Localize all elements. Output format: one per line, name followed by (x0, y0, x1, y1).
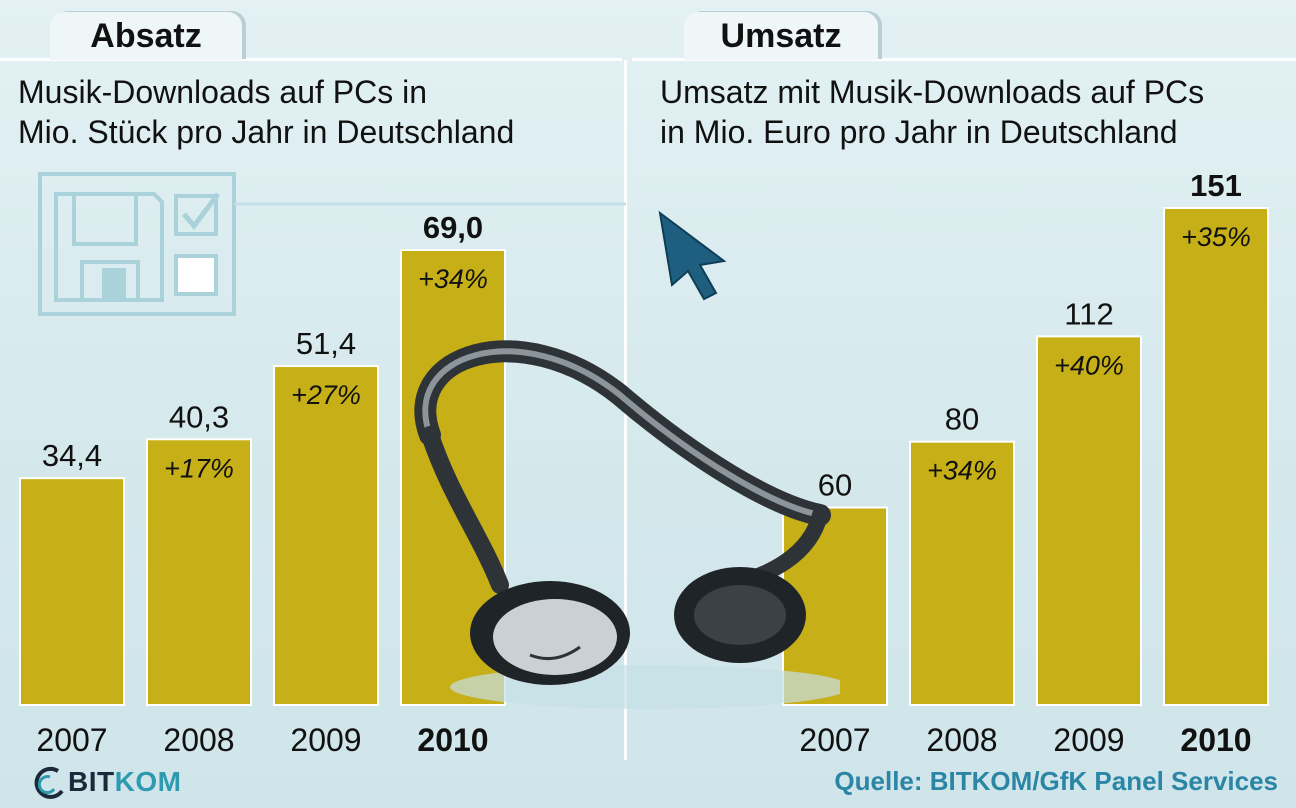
umsatz-bar-2008 (909, 440, 1015, 706)
umsatz-subtitle-line-2: in Mio. Euro pro Jahr in Deutschland (660, 114, 1178, 150)
absatz-year-label-2009: 2009 (290, 722, 361, 758)
umsatz-bar-2010 (1163, 207, 1269, 706)
absatz-change-label-2009: +27% (291, 380, 361, 410)
umsatz-value-label-2010: 151 (1190, 168, 1242, 203)
absatz-change-label-2008: +17% (164, 453, 234, 483)
absatz-panel (0, 58, 622, 761)
umsatz-panel (632, 58, 1296, 761)
umsatz-subtitle: Umsatz mit Musik-Downloads auf PCs in Mi… (660, 72, 1280, 152)
absatz-year-label-2007: 2007 (36, 722, 107, 758)
umsatz-year-label-2010: 2010 (1180, 722, 1251, 758)
umsatz-bar-2009 (1036, 335, 1142, 707)
tab-umsatz: Umsatz (684, 12, 878, 60)
absatz-bar-chart: 34,4 2007 40,3 +17% 2008 51,4 +27% 2009 69,0 +34%… (19, 210, 506, 758)
umsatz-year-label-2008: 2008 (926, 722, 997, 758)
absatz-year-label-2008: 2008 (163, 722, 234, 758)
umsatz-year-label-2007: 2007 (799, 722, 870, 758)
tab-absatz: Absatz (50, 12, 242, 60)
cursor-arrow-icon (658, 210, 727, 301)
absatz-change-label-2010: +34% (418, 264, 488, 294)
umsatz-change-label-2009: +40% (1054, 350, 1124, 380)
umsatz-change-label-2010: +35% (1181, 222, 1251, 252)
absatz-value-label-2008: 40,3 (169, 399, 229, 434)
absatz-bar-2009 (273, 365, 379, 706)
absatz-value-label-2007: 34,4 (42, 438, 102, 473)
logo-bit: BIT (68, 766, 115, 797)
bitkom-swirl-icon (34, 766, 64, 799)
absatz-bar-2007 (19, 477, 125, 706)
absatz-bar-2008 (146, 438, 252, 706)
umsatz-value-label-2009: 112 (1064, 296, 1113, 331)
logo-kom: KOM (114, 766, 182, 797)
checkbox-icon (174, 192, 220, 296)
absatz-subtitle-line-1: Musik-Downloads auf PCs in (18, 74, 428, 110)
umsatz-bar-chart: 60 2007 80 +34% 2008 112 +40% 2009 151 +35% 2010 (782, 168, 1269, 758)
umsatz-year-label-2009: 2009 (1053, 722, 1124, 758)
umsatz-value-label-2007: 60 (818, 468, 852, 503)
bitkom-logo: BITKOM (28, 764, 181, 800)
source-note: Quelle: BITKOM/GfK Panel Services (834, 766, 1278, 796)
absatz-subtitle: Musik-Downloads auf PCs in Mio. Stück pr… (18, 72, 618, 152)
floppy-disk-icon (38, 172, 626, 316)
absatz-year-label-2010: 2010 (417, 722, 488, 758)
absatz-subtitle-line-2: Mio. Stück pro Jahr in Deutschland (18, 114, 515, 150)
headphones-illustration (414, 340, 840, 709)
absatz-value-label-2009: 51,4 (296, 326, 356, 361)
umsatz-subtitle-line-1: Umsatz mit Musik-Downloads auf PCs (660, 74, 1205, 110)
bitkom-logo-text: BITKOM (68, 766, 181, 798)
umsatz-value-label-2008: 80 (945, 402, 979, 437)
umsatz-change-label-2008: +34% (927, 456, 997, 486)
absatz-value-label-2010: 69,0 (423, 210, 483, 245)
